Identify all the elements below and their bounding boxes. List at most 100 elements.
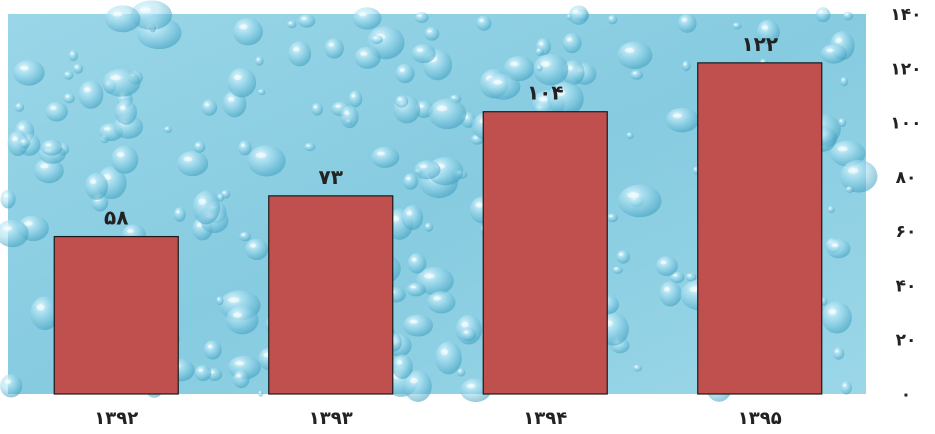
y-tick-label-120: ۱۲۰ (890, 59, 921, 79)
droplet-highlight (566, 37, 572, 42)
droplet (815, 7, 831, 23)
droplet-highlight (818, 10, 823, 14)
droplet-highlight (207, 344, 213, 349)
droplet-highlight (65, 95, 69, 98)
droplet (562, 33, 582, 54)
droplet-highlight (116, 152, 125, 158)
droplet (404, 370, 432, 402)
droplet-highlight (139, 7, 152, 13)
data-labels-group: ۵۸ ۷۳ ۱۰۴ ۱۲۲ (104, 32, 778, 230)
droplet (173, 207, 186, 222)
droplet (0, 374, 23, 398)
droplet-highlight (843, 384, 847, 387)
droplet (633, 364, 643, 372)
droplet-highlight (847, 187, 850, 189)
droplet (201, 99, 218, 116)
droplet (427, 291, 456, 314)
droplet-highlight (2, 226, 13, 232)
droplet (286, 20, 297, 29)
droplet-highlight (3, 194, 8, 198)
droplet-highlight (475, 202, 484, 208)
droplet-highlight (232, 312, 242, 318)
droplet-highlight (436, 105, 448, 112)
droplet-highlight (845, 13, 848, 16)
droplet (297, 14, 316, 28)
droplet (414, 12, 429, 23)
droplet (533, 53, 569, 86)
droplet (460, 328, 477, 342)
droplet (826, 238, 851, 259)
droplet (626, 132, 634, 139)
droplet (102, 68, 141, 97)
y-tick-label-140: ۱۴۰ (890, 5, 921, 25)
droplet (821, 301, 852, 334)
droplet-highlight (660, 260, 667, 265)
droplet-highlight (328, 42, 334, 47)
droplet-highlight (110, 75, 121, 81)
droplet-highlight (510, 61, 519, 67)
droplet-highlight (119, 105, 126, 111)
droplet-highlight (376, 151, 385, 156)
droplet (395, 95, 409, 108)
droplet-highlight (241, 233, 245, 236)
droplet (820, 44, 847, 64)
droplet (104, 5, 141, 33)
droplet-highlight (313, 105, 318, 109)
droplet-highlight (835, 350, 839, 353)
droplet-highlight (761, 25, 769, 30)
x-tick-label-1: ۱۳۹۲ (94, 408, 138, 429)
droplet (45, 101, 68, 122)
droplet-highlight (466, 383, 476, 389)
droplet-highlight (540, 61, 551, 67)
droplet (424, 222, 434, 232)
droplet-highlight (335, 104, 341, 108)
droplet (407, 253, 427, 274)
droplet-highlight (45, 143, 52, 147)
droplet-highlight (624, 47, 635, 53)
droplet (630, 70, 644, 80)
droplet (348, 90, 363, 108)
droplet-highlight (828, 309, 837, 315)
droplet (194, 365, 212, 382)
droplet-highlight (112, 11, 123, 17)
droplet-highlight (831, 243, 839, 248)
droplet-highlight (373, 37, 377, 39)
droplet-highlight (426, 224, 429, 227)
droplet-highlight (683, 63, 687, 66)
droplet-highlight (411, 257, 417, 262)
y-axis: ۰ ۲۰ ۴۰ ۶۰ ۸۰ ۱۰۰ ۱۲۰ ۱۴۰ (890, 5, 921, 405)
data-label-2: ۷۳ (319, 165, 343, 189)
droplet-highlight (16, 104, 20, 107)
droplet (227, 67, 257, 98)
droplet-highlight (417, 14, 422, 17)
droplet (68, 50, 79, 62)
droplet-highlight (842, 79, 845, 81)
droplet (406, 282, 426, 297)
droplet (340, 105, 359, 129)
droplet (659, 281, 682, 307)
droplet-highlight (633, 72, 637, 75)
droplet (63, 71, 74, 80)
droplet (536, 64, 543, 72)
droplet-highlight (75, 65, 79, 68)
droplet (7, 130, 29, 157)
droplet-highlight (627, 133, 630, 136)
droplet-highlight (103, 127, 111, 131)
droplet-highlight (4, 379, 11, 384)
droplet (176, 150, 209, 177)
droplet (655, 256, 678, 277)
droplet (414, 160, 441, 180)
droplet (612, 266, 623, 274)
droplet (670, 271, 685, 284)
droplet-highlight (198, 198, 207, 205)
droplet (324, 38, 344, 59)
droplet-highlight (473, 136, 478, 139)
bar-4 (697, 62, 823, 395)
droplet (535, 47, 544, 57)
droplet (255, 56, 264, 66)
droplet-highlight (627, 192, 640, 199)
droplet (370, 35, 383, 44)
droplet-highlight (614, 268, 618, 270)
